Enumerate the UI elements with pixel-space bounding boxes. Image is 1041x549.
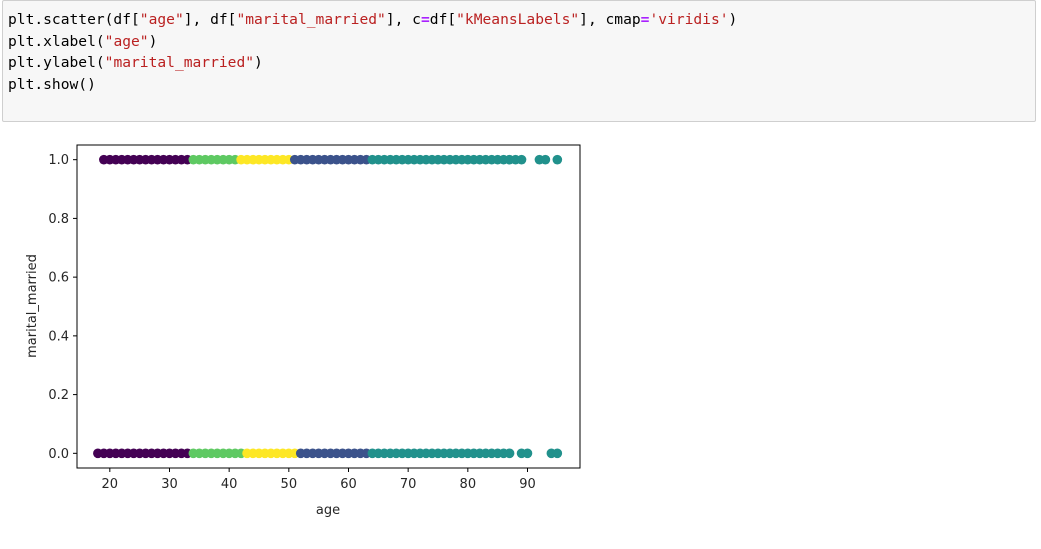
code-line-ylabel: plt.ylabel("marital_married") — [8, 52, 1035, 74]
x-tick-label: 40 — [221, 477, 238, 492]
code-token: ], c — [385, 11, 421, 28]
y-tick-label: 0.4 — [48, 329, 69, 344]
x-tick-label: 50 — [281, 477, 298, 492]
y-tick-label: 0.8 — [48, 212, 69, 227]
y-tick-label: 0.6 — [48, 271, 69, 286]
scatter-point — [516, 154, 527, 165]
scatter-point — [522, 448, 533, 459]
code-token: plt.show() — [8, 75, 96, 93]
code-token: df[ — [429, 11, 457, 28]
code-token: "age" — [104, 32, 149, 50]
x-tick-label: 70 — [400, 477, 417, 492]
x-tick-label: 60 — [340, 477, 357, 492]
scatter-plot: 20 30 40 50 60 70 80 90 0.00.20.40.60.81.0 age … — [25, 144, 581, 518]
x-tick-label: 30 — [161, 477, 178, 492]
code-token: plt.scatter(df[ — [8, 11, 140, 28]
code-token: plt.xlabel( — [8, 32, 105, 50]
x-tick-label: 90 — [519, 477, 536, 492]
code-token: "kMeansLabels" — [456, 11, 580, 28]
x-axis-ticks: 20 30 40 50 60 70 80 90 — [102, 468, 536, 492]
code-line-scatter: plt.scatter(df["age"], df["marital_marri… — [8, 9, 1035, 31]
y-axis-label: marital_married — [25, 254, 40, 358]
scatter-point — [540, 154, 551, 165]
code-line-show: plt.show() — [8, 74, 1035, 96]
scatter-point — [552, 154, 563, 165]
scatter-point — [504, 448, 515, 459]
code-token: ], cmap — [579, 11, 641, 28]
code-token: = — [420, 11, 430, 28]
code-token: ], df[ — [183, 11, 237, 28]
code-token: ) — [728, 11, 738, 28]
points-layer — [93, 154, 563, 459]
y-tick-label: 0.0 — [48, 447, 69, 462]
y-tick-label: 0.2 — [48, 388, 69, 403]
x-tick-label: 20 — [102, 477, 119, 492]
code-token: "marital_married" — [236, 11, 386, 28]
code-token: "marital_married" — [104, 54, 255, 71]
y-tick-label: 1.0 — [48, 153, 69, 168]
code-cell[interactable]: plt.scatter(df["age"], df["marital_marri… — [2, 0, 1036, 122]
y-axis-ticks: 0.0 0.2 0.4 0.6 0.8 1.0 — [48, 153, 77, 462]
x-tick-label: 80 — [460, 477, 477, 492]
output-area: 20 30 40 50 60 70 80 90 0.0 0.2 0.4 0.6 0.8 1.0 age … — [0, 122, 1041, 545]
plot-frame — [76, 144, 581, 469]
code-token: = — [640, 11, 650, 28]
code-token: plt.ylabel( — [8, 54, 105, 71]
code-token: ) — [148, 32, 158, 50]
x-axis-label: age — [316, 503, 340, 518]
code-token: 'viridis' — [649, 11, 729, 28]
code-line-xlabel: plt.xlabel("age") — [8, 31, 1035, 53]
code-token: ) — [254, 54, 263, 71]
scatter-point — [552, 448, 563, 459]
code-token: "age" — [139, 11, 184, 28]
